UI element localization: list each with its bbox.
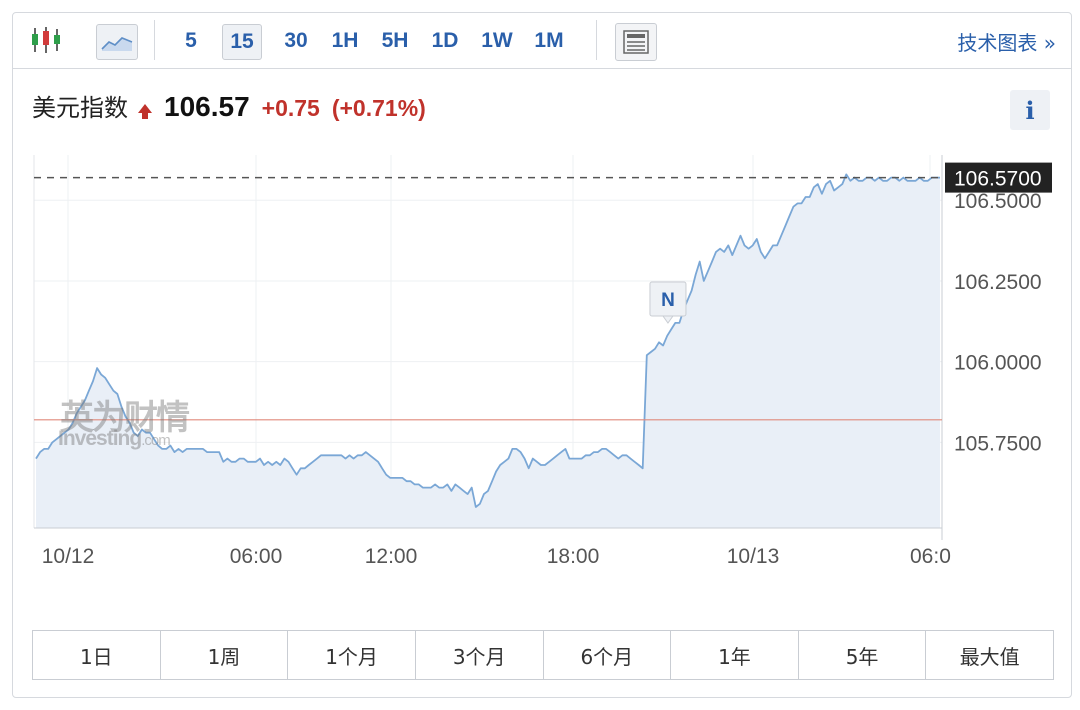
technical-chart-link[interactable]: 技术图表 » (957, 31, 1056, 55)
interval-5h[interactable]: 5H (381, 29, 409, 52)
toolbar-divider (154, 20, 155, 60)
x-tick-label: 10/13 (727, 545, 780, 568)
interval-5[interactable]: 5 (185, 29, 197, 52)
watermark-logo: 英为财情 (60, 398, 190, 438)
price-change: +0.75 (261, 95, 320, 121)
news-marker-pointer (661, 315, 674, 324)
interval-15[interactable]: 15 (222, 24, 262, 60)
candlestick-chart-icon[interactable] (26, 19, 66, 61)
range-tab[interactable]: 6个月 (544, 631, 672, 679)
interval-1m[interactable]: 1M (534, 29, 564, 52)
range-tab[interactable]: 1个月 (288, 631, 416, 679)
watermark-en-text: Investing (58, 427, 142, 450)
watermark-en-suffix: .com (141, 432, 170, 449)
chart-toolbar: 5 15 30 1H 5H 1D 1W 1M 技术图表 » (12, 12, 1072, 69)
info-button[interactable]: i (1010, 90, 1050, 130)
x-tick-label: 06:00 (230, 545, 283, 568)
time-range-tabs: 1日 1周 1个月 3个月 6个月 1年 5年 最大值 (32, 630, 1054, 680)
range-tab[interactable]: 1年 (671, 631, 799, 679)
range-tab[interactable]: 1周 (161, 631, 289, 679)
x-tick-label: 10/12 (42, 545, 95, 568)
news-icon[interactable] (615, 23, 657, 61)
last-price-badge-label: 106.5700 (954, 168, 1042, 191)
interval-1w[interactable]: 1W (481, 29, 513, 52)
range-tab[interactable]: 1日 (33, 631, 161, 679)
x-tick-label: 06:0 (910, 545, 951, 568)
price-chart[interactable]: 106.5000 106.2500 106.0000 105.7500 106.5700… (0, 0, 1080, 600)
quote-header: 美元指数 106.57 +0.75 (+0.71%) (32, 88, 426, 123)
range-tab[interactable]: 5年 (799, 631, 927, 679)
instrument-name: 美元指数 (32, 94, 128, 122)
y-tick-label: 106.2500 (954, 271, 1042, 294)
y-tick-label: 106.0000 (954, 352, 1042, 375)
last-price: 106.57 (164, 91, 250, 122)
up-arrow-icon (138, 104, 152, 119)
y-tick-label: 106.5000 (954, 190, 1042, 213)
news-marker-label: N (661, 290, 675, 311)
interval-30[interactable]: 30 (284, 29, 308, 52)
interval-1d[interactable]: 1D (431, 29, 459, 52)
price-area-fill (36, 174, 940, 528)
watermark-logo-en: Investing.com (58, 427, 171, 451)
range-tab[interactable]: 3个月 (416, 631, 544, 679)
x-tick-label: 18:00 (547, 545, 600, 568)
price-change-percent: (+0.71%) (331, 95, 426, 121)
last-price-badge (945, 162, 1052, 193)
toolbar-divider (596, 20, 597, 60)
price-series-line (35, 173, 940, 508)
interval-1h[interactable]: 1H (331, 29, 359, 52)
area-chart-icon[interactable] (96, 24, 138, 60)
y-tick-label: 105.7500 (954, 432, 1042, 455)
range-tab[interactable]: 最大值 (959, 644, 1020, 669)
x-tick-label: 12:00 (365, 545, 418, 568)
